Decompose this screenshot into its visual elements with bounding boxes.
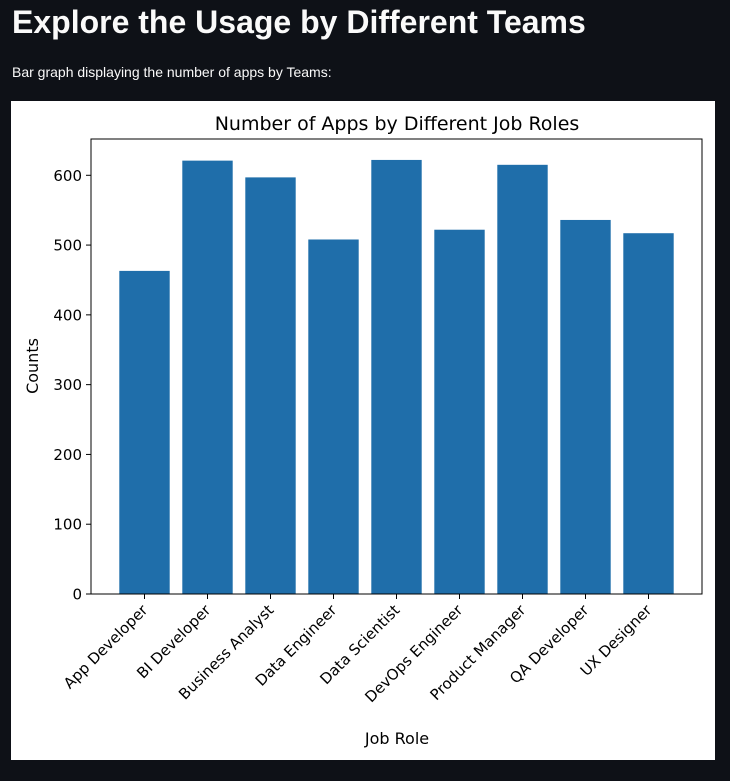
bars bbox=[119, 159, 674, 595]
plot-frame bbox=[90, 138, 703, 595]
y-tick-label: 200 bbox=[53, 446, 82, 464]
y-tick-label: 500 bbox=[53, 237, 82, 255]
y-axis-ticks: 0 100 200 300 400 500 600 bbox=[53, 167, 91, 604]
bar bbox=[434, 229, 485, 594]
y-tick-label: 600 bbox=[53, 167, 82, 185]
x-axis-label: Job Role bbox=[364, 729, 429, 748]
chart-panel: Number of Apps by Different Job Roles 0 1… bbox=[11, 101, 715, 760]
bar bbox=[308, 239, 359, 595]
bar bbox=[560, 219, 611, 594]
bar bbox=[497, 164, 548, 594]
y-tick-label: 300 bbox=[53, 376, 82, 394]
bar bbox=[182, 160, 233, 595]
x-tick-label: App Developer bbox=[60, 601, 152, 693]
chart-title: Number of Apps by Different Job Roles bbox=[215, 113, 580, 135]
y-tick-label: 100 bbox=[53, 516, 82, 534]
bar bbox=[371, 159, 422, 594]
y-tick-label: 0 bbox=[72, 586, 82, 604]
bar-chart: Number of Apps by Different Job Roles 0 1… bbox=[23, 113, 703, 748]
bar bbox=[623, 233, 674, 594]
page-title: Explore the Usage by Different Teams bbox=[12, 4, 586, 40]
y-tick-label: 400 bbox=[53, 306, 82, 324]
y-axis-label: Counts bbox=[23, 338, 42, 394]
page-subtitle: Bar graph displaying the number of apps … bbox=[12, 64, 332, 80]
bar bbox=[245, 177, 296, 594]
bar bbox=[119, 270, 170, 594]
